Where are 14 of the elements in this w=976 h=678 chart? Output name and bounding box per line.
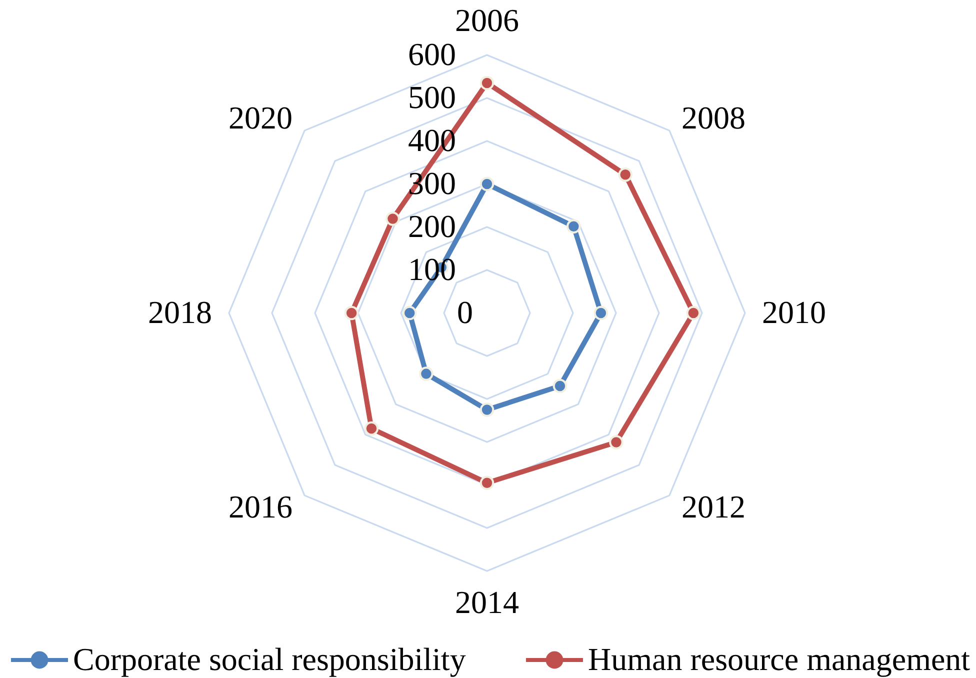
legend-label: Human resource management	[588, 641, 970, 677]
spoke-label: 2014	[455, 584, 519, 620]
spoke-label: 2012	[681, 488, 746, 524]
spoke-label: 2008	[681, 100, 746, 136]
spoke-label: 2020	[228, 100, 293, 136]
spoke-label: 2016	[228, 488, 293, 524]
y-tick-label: 600	[408, 36, 456, 72]
y-tick-label: 500	[408, 79, 456, 115]
y-tick-label: 0	[457, 294, 473, 330]
y-tick-label: 200	[408, 208, 456, 244]
spoke-label: 2006	[455, 2, 519, 38]
legend-label: Corporate social responsibility	[73, 641, 466, 677]
spoke-label: 2018	[148, 294, 212, 330]
spoke-label: 2010	[762, 294, 826, 330]
